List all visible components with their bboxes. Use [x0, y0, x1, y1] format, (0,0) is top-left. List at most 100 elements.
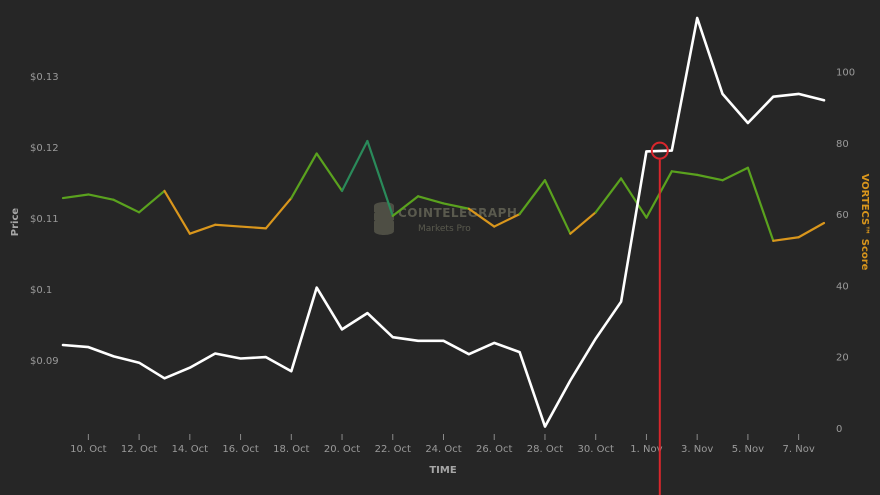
- score-point: [62, 197, 64, 199]
- right-axis-title: VORTECS™ Score: [859, 174, 870, 271]
- x-tick-label: 14. Oct: [172, 444, 208, 455]
- score-segment: [188, 223, 217, 235]
- score-segment: [518, 179, 547, 216]
- x-tick-label: 26. Oct: [476, 444, 512, 455]
- score-point: [569, 233, 571, 235]
- score-segment: [87, 193, 115, 201]
- score-segment: [163, 189, 191, 235]
- score-segment: [670, 170, 699, 176]
- vortecs-score-series: [61, 139, 826, 242]
- score-point: [87, 193, 89, 195]
- score-segment: [290, 152, 318, 200]
- score-segment: [442, 202, 470, 210]
- score-point: [595, 211, 597, 213]
- x-tick-label: 24. Oct: [425, 444, 461, 455]
- watermark-subtitle: Markets Pro: [418, 224, 471, 234]
- price-series-line: [61, 16, 826, 428]
- x-tick-label: 16. Oct: [222, 444, 258, 455]
- score-point: [493, 225, 495, 227]
- left-tick-label: $0.09: [30, 356, 59, 367]
- right-tick-label: 40: [836, 281, 849, 292]
- score-segment: [61, 193, 90, 200]
- score-segment: [391, 195, 420, 217]
- score-point: [645, 217, 647, 219]
- x-axis-title: TIME: [429, 465, 456, 476]
- event-marker: [650, 141, 669, 495]
- score-segment: [366, 139, 394, 217]
- coin-stack-icon: [374, 202, 394, 235]
- x-tick-label: 3. Nov: [681, 444, 713, 455]
- score-segment: [214, 223, 242, 228]
- score-point: [366, 140, 368, 142]
- score-segment: [239, 225, 268, 230]
- watermark-title: COINTELEGRAPH: [398, 206, 517, 220]
- score-point: [265, 227, 267, 229]
- score-segment: [569, 211, 597, 235]
- right-tick-label: 80: [836, 139, 849, 150]
- score-segment: [493, 212, 521, 228]
- score-segment: [594, 177, 623, 214]
- score-point: [189, 233, 191, 235]
- right-tick-label: 20: [836, 353, 849, 364]
- score-point: [468, 208, 470, 210]
- x-tick-label: 20. Oct: [324, 444, 360, 455]
- score-segment: [543, 179, 572, 235]
- score-point: [721, 179, 723, 181]
- score-segment: [340, 139, 369, 193]
- right-tick-label: 60: [836, 210, 849, 221]
- score-segment: [696, 173, 724, 182]
- score-segment: [264, 196, 293, 230]
- marker-circle: [650, 141, 669, 160]
- score-point: [442, 202, 444, 204]
- score-point: [823, 222, 825, 224]
- right-tick-label: 100: [836, 67, 855, 78]
- x-tick-label: 12. Oct: [121, 444, 157, 455]
- score-point: [696, 174, 698, 176]
- score-point: [519, 213, 521, 215]
- right-axis-ticks: 0 20 40 60 80 100: [836, 67, 855, 435]
- watermark: COINTELEGRAPH Markets Pro: [374, 202, 517, 235]
- x-tick-label: 1. Nov: [630, 444, 662, 455]
- score-segment: [772, 236, 800, 242]
- x-tick-label: 30. Oct: [578, 444, 614, 455]
- score-point: [798, 236, 800, 238]
- score-point: [163, 190, 165, 192]
- score-point: [239, 225, 241, 227]
- score-point: [747, 167, 749, 169]
- score-segment: [467, 207, 496, 228]
- score-point: [772, 240, 774, 242]
- x-tick-label: 10. Oct: [70, 444, 106, 455]
- score-point: [417, 195, 419, 197]
- left-tick-label: $0.12: [30, 143, 59, 154]
- score-point: [671, 170, 673, 172]
- score-segment: [746, 166, 775, 242]
- score-point: [544, 179, 546, 181]
- score-point: [620, 177, 622, 179]
- score-point: [316, 152, 318, 154]
- score-segment: [797, 221, 826, 239]
- score-point: [392, 215, 394, 217]
- score-segment: [112, 198, 141, 214]
- left-tick-label: $0.1: [30, 285, 52, 296]
- score-segment: [417, 195, 445, 205]
- x-axis-ticks: 10. Oct 12. Oct 14. Oct 16. Oct 18. Oct 20. O…: [70, 434, 815, 455]
- x-tick-label: 18. Oct: [273, 444, 309, 455]
- left-tick-label: $0.11: [30, 214, 59, 225]
- score-segment: [315, 152, 344, 193]
- score-point: [138, 211, 140, 213]
- left-axis-title: Price: [10, 208, 21, 237]
- score-point: [113, 199, 115, 201]
- x-tick-label: 7. Nov: [783, 444, 815, 455]
- left-axis-ticks: $0.09 $0.1 $0.11 $0.12 $0.13: [30, 72, 59, 367]
- score-point: [214, 224, 216, 226]
- score-point: [341, 190, 343, 192]
- score-point: [290, 197, 292, 199]
- score-segment: [721, 166, 750, 182]
- x-tick-label: 22. Oct: [375, 444, 411, 455]
- x-tick-label: 5. Nov: [732, 444, 764, 455]
- score-segment: [138, 189, 166, 214]
- left-tick-label: $0.13: [30, 72, 59, 83]
- x-tick-label: 28. Oct: [527, 444, 563, 455]
